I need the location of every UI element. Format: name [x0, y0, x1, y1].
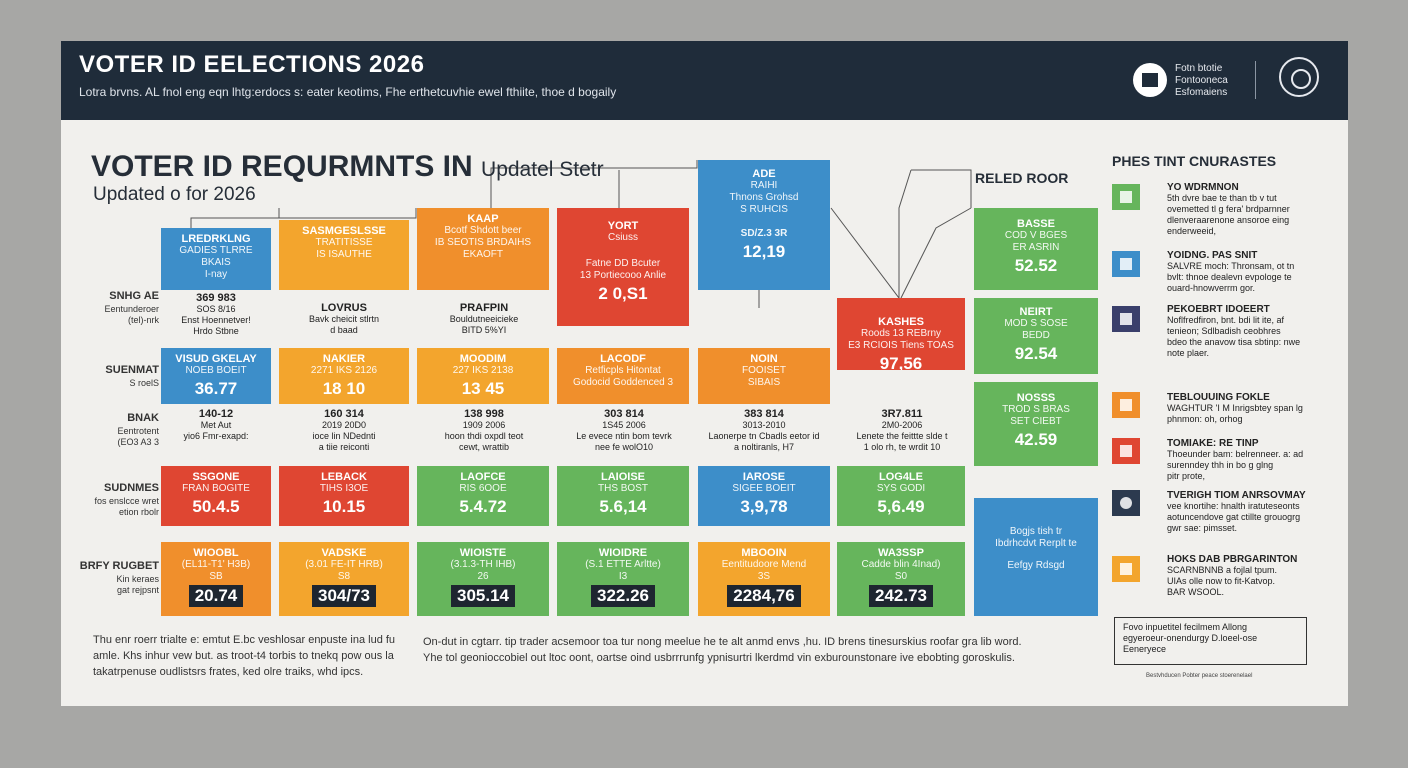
legend-item: HOKS DAB PBRGARINTON SCARNBNNB a fojlal t…	[1167, 554, 1298, 597]
card-caption: 160 314 2019 20D0 ioce lin NDednti a tiie r…	[312, 408, 376, 452]
row-label: SUDNMES fos enslcce wret etion rbolr	[94, 482, 159, 517]
page-updated: Updated o for 2026	[93, 184, 256, 205]
requirement-card: Bogjs tish tr Ibdrhcdvt Rerplt te Eefgy Rd…	[974, 498, 1098, 616]
requirement-card: WIOIDRE (S.1 ETTE Arltte) I3 322.26	[557, 542, 689, 616]
card-caption: 3R7.811 2M0-2006 Lenete the feittte slde t…	[856, 408, 948, 452]
footer-paragraph-left: Thu enr roerr trialte e: emtut E.bc vesh…	[93, 634, 396, 678]
requirement-card: LACODF Retficpls Hitontat Godocid Goddence…	[557, 348, 689, 404]
requirement-card: YORT Csiuss Fatne DD Bcuter 13 Portiecooo A…	[557, 208, 689, 326]
requirement-card: NAKIER 2271 IKS 2126 18 10	[279, 348, 409, 404]
header-bar: VOTER ID EELECTIONS 2026 Lotra brvns. AL…	[61, 41, 1348, 120]
header-title: VOTER ID EELECTIONS 2026	[79, 51, 425, 78]
row-label: SNHG AE Eentunderoer (tel)-nrk	[104, 290, 159, 325]
requirement-card: WIOOBL (EL11-T1' H3B) SB 20.74	[161, 542, 271, 616]
header-subtitle: Lotra brvns. AL fnol eng eqn lhtg:erdocs…	[79, 85, 617, 99]
legend-title: PHES TINT CNURASTES	[1112, 153, 1277, 169]
seal-icon	[1279, 57, 1319, 97]
requirement-card: NEIRT MOD S SOSE BEDD 92.54	[974, 298, 1098, 374]
printer-icon	[1112, 306, 1140, 332]
requirement-card: SASMGESLSSE TRATITISSE IS ISAUTHE	[279, 220, 409, 290]
card-caption: 140-12 Met Aut yio6 Fmr-exapd:	[183, 408, 249, 441]
building-icon	[1133, 63, 1167, 97]
person-icon	[1112, 184, 1140, 210]
header-logo-text: Fotn btotie Fontooneca Esfomaiens	[1175, 63, 1228, 98]
legend-item: TOMIAKE: RE TINP Thoeunder bam: belrennee…	[1167, 438, 1304, 481]
requirement-card: LAOFCE RIS 6OOE 5.4.72	[417, 466, 549, 526]
legend-item: TEBLOUUING FOKLE WAGHTUR 'I M Inrigsbtey …	[1167, 392, 1303, 424]
card-caption: 383 814 3013-2010 Laonerpe tn Cbadls eetor…	[708, 408, 820, 452]
row-label: SUENMAT S roelS	[105, 364, 159, 388]
requirement-card: MOODIM 227 IKS 2138 13 45	[417, 348, 549, 404]
note-box: Fovo inpuetitel fecilmem Allong egyeroeur…	[1114, 617, 1307, 665]
row-label: BRFY RUGBET Kin keraes gat rejpsnt	[79, 560, 159, 595]
footer-paragraph-center: On-dut in cgtarr. tip trader acsemoor to…	[423, 636, 1022, 664]
requirement-card: LEBACK TIHS I3OE 10.15	[279, 466, 409, 526]
requirement-card: WIOISTE (3.1.3-TH IHB) 26 305.14	[417, 542, 549, 616]
header-divider	[1255, 61, 1256, 99]
id-card-icon	[1112, 438, 1140, 464]
legend-item: TVERIGH TIOM ANRSOVMAY vee knortihe: hnal…	[1167, 490, 1306, 533]
legend-item: YOIDNG. PAS SNIT SALVRE moch: Thronsam, o…	[1167, 250, 1295, 293]
infographic-panel: VOTER ID REQURMNTS IN Updatel Stetr Upda…	[61, 120, 1348, 706]
page-title: VOTER ID REQURMNTS IN Updatel Stetr	[91, 150, 604, 183]
requirement-card: LAIOISE THS BOST 5.6,14	[557, 466, 689, 526]
card-caption: LOVRUS Bavk cheicit stlrtn d baad	[308, 302, 380, 335]
card-caption: 138 998 1909 2006 hoon thdi oxpdl teot cewt…	[444, 408, 524, 452]
requirement-card: BASSE COD V BGES ER ASRIN 52.52	[974, 208, 1098, 290]
legend-item: YO WDRMNON 5th dvre bae te than tb v tut o…	[1167, 182, 1290, 236]
badge-icon	[1112, 392, 1140, 418]
requirement-card: KAAP Bcotf Shdott beer IB SEOTIS BRDAIHS EK…	[417, 208, 549, 290]
row-label: BNAK Eentrotent (EO3 A3 3	[117, 412, 159, 447]
document-icon	[1112, 556, 1140, 582]
card-caption: PRAFPIN Bouldutneeicieke BITD 5%YI	[449, 302, 519, 335]
requirement-card: KASHES Roods 13 REBrny E3 RCIOIS Tiens TOA…	[837, 298, 965, 370]
requirement-card: MBOOIN Eentitudoore Mend 3S 2284,76	[698, 542, 830, 616]
requirement-card: IAROSE SIGEE BOEIT 3,9,78	[698, 466, 830, 526]
requirement-card: NOSSS TROD S BRAS SET CIEBT 42.59	[974, 382, 1098, 466]
footnote: Bestvhducen Pobter peace stoerenelael	[1146, 673, 1253, 679]
requirement-card: NOIN FOOISET SIBAIS	[698, 348, 830, 404]
card-caption: 369 983 SOS 8/16 Enst Hoennetver! Hrdo Stbn…	[181, 292, 251, 336]
card-caption: 303 814 1S45 2006 Le evece ntin bom tevrk n…	[576, 408, 672, 452]
id-card-icon	[1112, 251, 1140, 277]
requirement-card: VISUD GKELAY NOEB BOEIT 36.77	[161, 348, 271, 404]
right-column-title: RELED ROOR	[975, 170, 1069, 186]
globe-icon	[1112, 490, 1140, 516]
requirement-card: LREDRKLNG GADIES TLRRE BKAIS I-nay	[161, 228, 271, 290]
requirement-card: WA3SSP Cadde blin 4Inad) S0 242.73	[837, 542, 965, 616]
legend-item: PEKOEBRT IDOEERT Noflfredfiron, bnt. bdi …	[1167, 304, 1301, 358]
requirement-card: ADE RAIHI Thnons Grohsd S RUHCIS SD/Z.3 3R …	[698, 160, 830, 290]
requirement-card: VADSKE (3.01 FE-IT HRB) S8 304/73	[279, 542, 409, 616]
requirement-card: LOG4LE SYS GODI 5,6.49	[837, 466, 965, 526]
requirement-card: SSGONE FRAN BOGITE 50.4.5	[161, 466, 271, 526]
